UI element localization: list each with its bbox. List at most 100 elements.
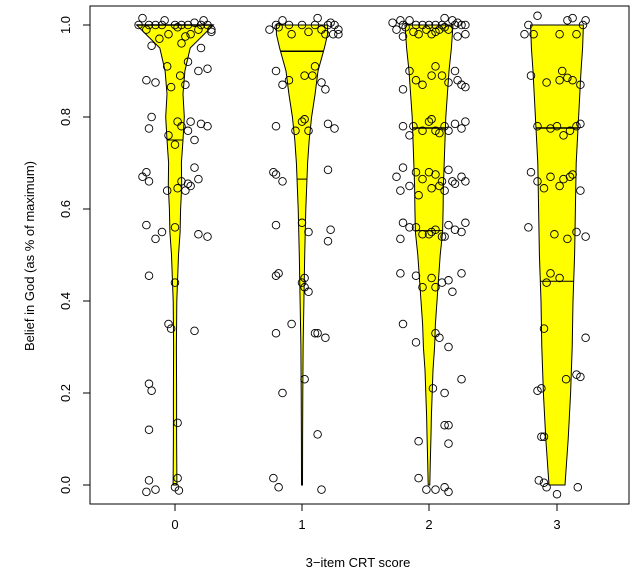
- data-point: [203, 232, 212, 241]
- data-point: [418, 80, 427, 90]
- data-point: [427, 29, 436, 39]
- data-point: [568, 13, 577, 23]
- data-point: [190, 135, 199, 145]
- data-point: [278, 388, 287, 398]
- data-point: [461, 177, 470, 186]
- data-point: [427, 115, 436, 124]
- data-point: [142, 75, 151, 85]
- data-point: [317, 78, 326, 87]
- x-axis: 0 1 2 3: [171, 503, 561, 532]
- data-point: [183, 57, 193, 67]
- data-point: [186, 29, 195, 39]
- data-point: [190, 18, 199, 27]
- data-point: [162, 62, 172, 71]
- data-point: [310, 328, 320, 338]
- data-point: [173, 418, 182, 428]
- data-point: [524, 223, 533, 232]
- data-point: [555, 181, 564, 191]
- data-point: [284, 75, 294, 85]
- data-point: [175, 71, 185, 80]
- data-point: [160, 16, 169, 25]
- data-point: [555, 75, 564, 85]
- data-point: [550, 230, 559, 239]
- data-point: [534, 476, 544, 485]
- data-point: [330, 124, 339, 133]
- data-point: [199, 16, 208, 25]
- data-point: [437, 71, 447, 80]
- data-point: [186, 181, 195, 191]
- data-point: [398, 32, 408, 41]
- data-point: [271, 66, 281, 76]
- data-point: [422, 485, 431, 494]
- data-point: [287, 319, 296, 329]
- data-point: [461, 20, 470, 30]
- data-point: [559, 174, 568, 184]
- data-point: [573, 483, 583, 492]
- data-point: [134, 20, 143, 30]
- data-point: [269, 473, 278, 483]
- data-point: [552, 121, 562, 131]
- data-point: [448, 16, 457, 25]
- data-point: [166, 324, 176, 333]
- data-point: [435, 25, 444, 34]
- data-point: [440, 23, 449, 32]
- data-point: [431, 62, 440, 71]
- data-point: [164, 29, 173, 39]
- data-point: [453, 18, 462, 27]
- x-axis-label: 3−item CRT score: [306, 555, 411, 570]
- data-point: [418, 230, 427, 239]
- data-point: [444, 126, 453, 136]
- data-point: [427, 273, 436, 283]
- data-point: [181, 186, 190, 195]
- data-point: [437, 177, 447, 186]
- data-point: [448, 177, 457, 186]
- data-point: [542, 278, 551, 287]
- data-point: [203, 64, 212, 73]
- data-point: [563, 73, 572, 83]
- data-point: [568, 170, 577, 179]
- data-point: [151, 234, 160, 244]
- violin-layer: [135, 24, 584, 486]
- data-point: [269, 167, 278, 177]
- data-point: [271, 170, 281, 179]
- data-point: [304, 227, 313, 237]
- data-point: [533, 386, 542, 395]
- data-point: [418, 174, 427, 184]
- data-point: [414, 190, 423, 200]
- data-point: [174, 486, 184, 495]
- data-point: [559, 131, 568, 140]
- data-point: [183, 126, 193, 136]
- data-point: [572, 227, 581, 237]
- data-point: [398, 218, 408, 228]
- data-point: [157, 20, 167, 30]
- data-point: [572, 29, 581, 39]
- data-point: [147, 41, 156, 50]
- data-point: [147, 112, 156, 122]
- data-point: [398, 319, 408, 329]
- data-point: [526, 167, 536, 177]
- data-point: [411, 271, 421, 280]
- data-point: [297, 117, 307, 126]
- data-point: [444, 420, 453, 430]
- data-point: [398, 121, 408, 131]
- data-point: [274, 23, 283, 32]
- data-point: [151, 78, 160, 87]
- y-axis: 0.0 0.2 0.4 0.6 0.8 1.0: [58, 16, 91, 494]
- data-point: [396, 234, 405, 244]
- data-point: [300, 115, 309, 124]
- data-point: [546, 269, 555, 278]
- data-point: [297, 278, 307, 287]
- data-point: [552, 489, 562, 499]
- data-point: [190, 326, 199, 336]
- data-point: [144, 20, 154, 30]
- data-point: [405, 66, 414, 76]
- data-point: [138, 13, 147, 23]
- data-point: [461, 218, 470, 228]
- data-point: [207, 27, 216, 37]
- data-point: [323, 165, 333, 175]
- data-point: [196, 20, 206, 30]
- data-point: [453, 32, 462, 41]
- data-point: [144, 271, 154, 280]
- data-point: [405, 181, 414, 191]
- data-point: [411, 75, 421, 85]
